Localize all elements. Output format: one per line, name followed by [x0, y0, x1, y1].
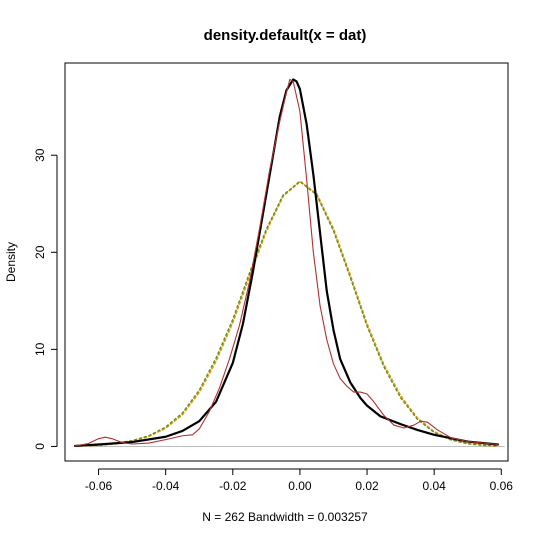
x-tick-label: -0.06 [85, 479, 113, 493]
y-tick-label: 30 [33, 148, 47, 162]
density-curve-3 [74, 180, 499, 447]
density-curve-1 [74, 78, 499, 447]
x-tick-label: -0.02 [219, 479, 247, 493]
x-axis-label: N = 262 Bandwidth = 0.003257 [202, 510, 368, 524]
x-tick-label: 0.06 [490, 479, 514, 493]
y-axis: 0 10 20 30 [33, 148, 58, 450]
y-axis-label: Density [4, 242, 18, 282]
x-tick-label: 0.04 [422, 479, 446, 493]
y-tick-label: 20 [33, 245, 47, 259]
plot-frame [64, 62, 509, 462]
density-curve-0 [73, 78, 500, 448]
density-curves [73, 78, 500, 448]
x-tick-label: -0.04 [152, 479, 180, 493]
y-tick-label: 0 [33, 443, 47, 450]
x-axis: -0.06 -0.04 -0.02 0.00 0.02 0.04 0.06 [85, 468, 514, 493]
x-tick-label: 0.00 [288, 479, 312, 493]
x-tick-label: 0.02 [355, 479, 379, 493]
y-tick-label: 10 [33, 342, 47, 356]
density-curve-2 [74, 180, 499, 447]
chart-title: density.default(x = dat) [204, 27, 367, 44]
